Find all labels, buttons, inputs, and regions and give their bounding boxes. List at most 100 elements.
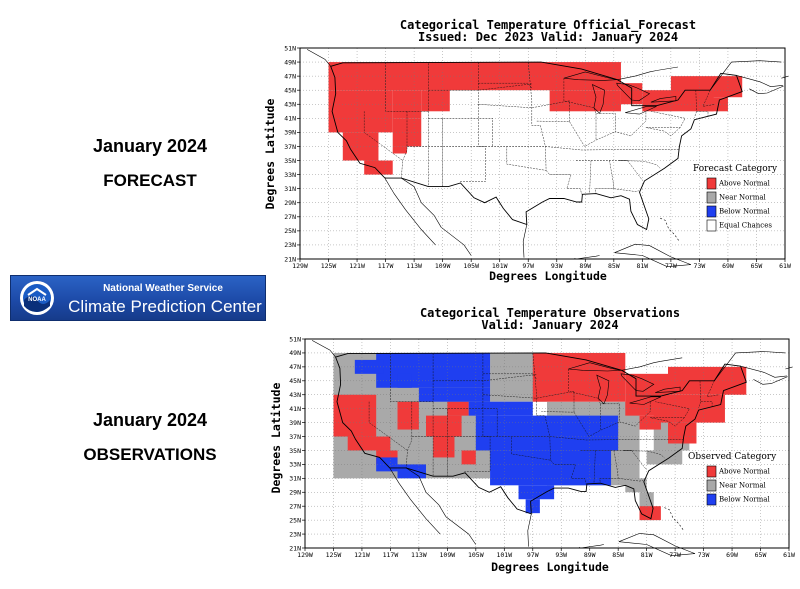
- forecast-x-tick-label: 113W: [406, 262, 422, 270]
- forecast-y-tick-label: 25N: [284, 227, 296, 235]
- forecast-coastline: [522, 224, 528, 258]
- observations-y-tick-label: 31N: [289, 475, 301, 483]
- forecast-legend-label: Above Normal: [718, 180, 771, 188]
- forecast-lake-outline: [650, 96, 677, 103]
- observations-cell-above-17: [426, 415, 462, 437]
- forecast-x-tick-label: 97W: [522, 262, 534, 270]
- forecast-y-tick-label: 23N: [284, 241, 296, 249]
- forecast-legend-label: Equal Chances: [719, 222, 772, 230]
- observations-lake-outline: [596, 374, 610, 405]
- forecast-cell-above-6: [364, 160, 393, 175]
- observations-chart-title: Categorical Temperature Observations: [420, 306, 680, 320]
- observations-legend-swatch: [706, 479, 717, 492]
- forecast-legend-swatch: [706, 177, 717, 190]
- observations-label: January 2024 OBSERVATIONS: [30, 410, 270, 465]
- noaa-logo-icon: NOAA: [20, 281, 54, 315]
- observations-x-tick-label: 117W: [383, 551, 399, 559]
- observations-x-tick-label: 101W: [496, 551, 512, 559]
- forecast-state-boundary: [478, 82, 532, 89]
- forecast-coastline: [656, 66, 679, 71]
- observations-state-boundary: [631, 450, 647, 471]
- observations-y-tick-label: 23N: [289, 530, 301, 538]
- cpc-banner-center: Climate Prediction Center: [68, 297, 262, 316]
- forecast-y-tick-label: 35N: [284, 157, 296, 165]
- cpc-banner-agency: National Weather Service: [103, 283, 223, 294]
- observations-x-tick-label: 105W: [468, 551, 484, 559]
- forecast-x-tick-label: 69W: [722, 262, 734, 270]
- observations-y-tick-label: 37N: [289, 433, 301, 441]
- forecast-state-boundary: [563, 78, 647, 137]
- forecast-state-boundary: [645, 127, 681, 137]
- forecast-bahamas-outline: [660, 217, 680, 242]
- observations-y-tick-label: 51N: [289, 335, 301, 343]
- observations-coastline: [389, 467, 441, 535]
- observations-map-chart: Categorical Temperature Observations Val…: [269, 306, 795, 574]
- forecast-state-boundary: [545, 170, 582, 195]
- forecast-x-tick-label: 129W: [292, 262, 308, 270]
- forecast-cell-above-3: [421, 90, 450, 112]
- observations-x-tick-label: 97W: [527, 551, 539, 559]
- observations-x-tick-label: 65W: [755, 551, 767, 559]
- forecast-cell-above-1: [328, 90, 393, 133]
- forecast-state-boundary: [589, 160, 592, 193]
- forecast-cell-above-2: [392, 90, 422, 119]
- observations-state-boundary: [368, 401, 408, 451]
- forecast-y-tick-label: 27N: [284, 213, 296, 221]
- observations-x-tick-label: 89W: [584, 551, 596, 559]
- forecast-state-boundary: [506, 62, 547, 171]
- observations-state-boundary: [618, 478, 644, 482]
- forecast-state-boundary: [702, 90, 716, 107]
- forecast-legend-title: Forecast Category: [693, 164, 778, 174]
- forecast-x-tick-label: 125W: [321, 262, 337, 270]
- forecast-label: January 2024 FORECAST: [30, 136, 270, 191]
- observations-cell-above-20: [461, 450, 476, 465]
- observations-state-boundary: [405, 401, 413, 468]
- forecast-legend-label: Near Normal: [719, 194, 767, 202]
- forecast-y-tick-label: 51N: [284, 44, 296, 52]
- observations-x-tick-label: 125W: [326, 551, 342, 559]
- forecast-cell-above-11: [670, 76, 743, 98]
- observations-legend-swatch: [706, 493, 717, 506]
- observations-y-tick-label: 29N: [289, 489, 301, 497]
- observations-x-tick-label: 113W: [411, 551, 427, 559]
- observations-state-boundary: [599, 450, 619, 484]
- observations-x-tick-label: 69W: [726, 551, 738, 559]
- observations-y-tick-label: 27N: [289, 503, 301, 511]
- observations-state-boundary: [568, 369, 651, 427]
- observations-state-boundary: [698, 401, 701, 409]
- forecast-map-chart: Categorical Temperature Official_Forecas…: [263, 18, 791, 283]
- forecast-y-tick-label: 33N: [284, 171, 296, 179]
- forecast-label-kind: FORECAST: [103, 171, 197, 190]
- forecast-state-boundary: [613, 188, 639, 192]
- forecast-y-tick-label: 41N: [284, 115, 296, 123]
- observations-state-boundary: [550, 460, 587, 484]
- observations-coastline: [405, 467, 447, 517]
- observations-cell-below-23: [418, 387, 491, 402]
- forecast-plot-area: 129W 125W 121W 117W 113W 109W 105W 101W 97W 93W 89…: [284, 44, 791, 270]
- observations-state-boundary: [706, 380, 720, 398]
- forecast-y-tick-label: 29N: [284, 199, 296, 207]
- observations-cell-near-6: [646, 450, 683, 465]
- observations-y-tick-label: 35N: [289, 447, 301, 455]
- observations-state-boundary: [573, 412, 620, 437]
- observations-state-boundary: [650, 417, 685, 427]
- forecast-coastline: [401, 177, 442, 228]
- forecast-state-boundary: [428, 118, 493, 147]
- forecast-state-boundary: [363, 111, 403, 161]
- observations-y-tick-label: 49N: [289, 349, 301, 357]
- observations-state-boundary: [699, 380, 713, 407]
- observations-y-axis-title: Degrees Latitude: [269, 383, 283, 494]
- observations-state-boundary: [411, 436, 684, 441]
- forecast-x-tick-label: 121W: [349, 262, 365, 270]
- observations-cell-near-3: [625, 478, 647, 493]
- forecast-y-tick-label: 45N: [284, 87, 296, 95]
- forecast-state-boundary: [576, 160, 661, 169]
- observations-y-tick-label: 33N: [289, 461, 301, 469]
- forecast-coastline: [709, 60, 782, 91]
- forecast-state-boundary: [627, 160, 643, 181]
- observations-y-tick-label: 41N: [289, 405, 301, 413]
- observations-coastline: [621, 361, 661, 371]
- observations-cell-above-21: [639, 506, 661, 521]
- cpc-banner[interactable]: NOAA National Weather Service Climate Pr…: [10, 275, 266, 321]
- observations-coastline: [740, 365, 787, 378]
